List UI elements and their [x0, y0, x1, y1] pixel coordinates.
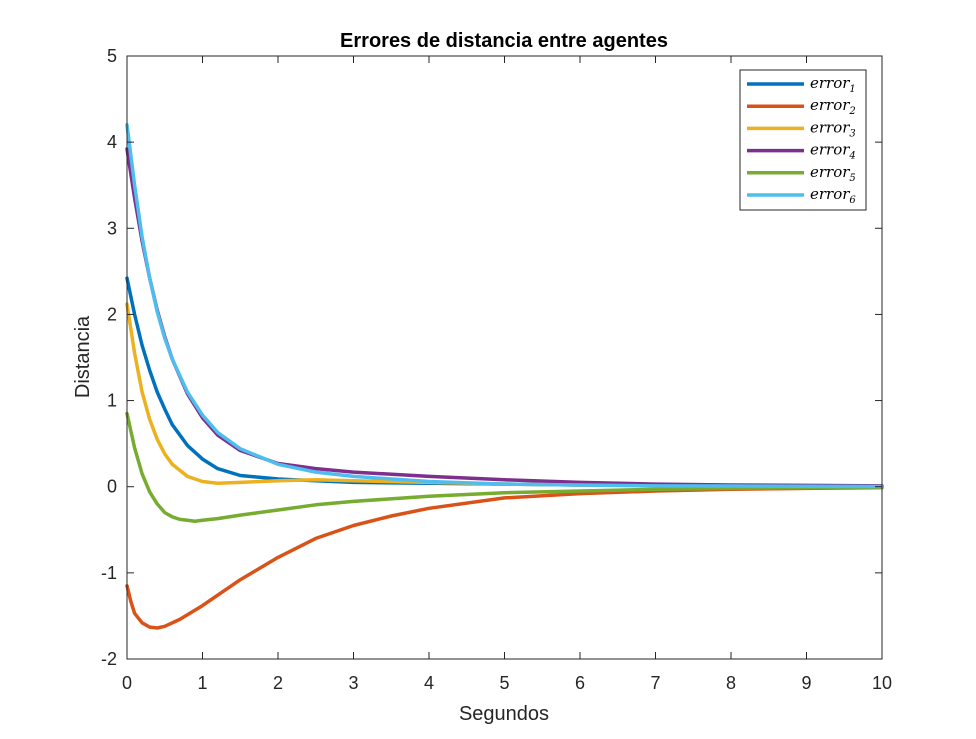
series-line-6	[125, 123, 884, 489]
legend-label-subscript: 4	[848, 151, 855, 162]
legend-label-subscript: 5	[849, 173, 855, 184]
series-lines	[125, 123, 884, 630]
legend-label-1: error1	[810, 74, 856, 95]
legend-label-4: error4	[810, 141, 856, 162]
x-tick-label: 8	[726, 673, 736, 693]
chart-title: Errores de distancia entre agentes	[340, 30, 668, 52]
legend-label-text: error	[810, 185, 850, 203]
y-tick-label: -2	[101, 649, 117, 669]
x-tick-label: 7	[650, 673, 660, 693]
legend-label-text: error	[810, 163, 850, 181]
legend-label-2: error2	[810, 96, 856, 117]
legend-label-5: error5	[810, 163, 856, 184]
axes: 0 1 2 3 4 5 6 7 8 9 10 -2 -1 0 1 2 3 4 5	[101, 46, 892, 693]
x-tick-label: 10	[872, 673, 892, 693]
legend-box	[739, 69, 867, 211]
y-tick-label: 3	[107, 218, 117, 238]
legend-label-text: error	[810, 74, 850, 92]
y-tick-label: 2	[107, 304, 117, 324]
y-tick-label: 1	[107, 391, 117, 411]
y-tick-label: 0	[107, 477, 117, 497]
x-axis-label: Segundos	[459, 703, 549, 725]
series-line-2	[125, 485, 884, 630]
x-tick-label: 3	[348, 673, 358, 693]
legend-label-6: error6	[810, 185, 856, 206]
x-tick-label: 0	[122, 673, 132, 693]
legend-label-subscript: 2	[848, 106, 855, 117]
legend-label-text: error	[810, 141, 850, 159]
x-tick-label: 6	[575, 673, 585, 693]
legend-label-subscript: 6	[849, 195, 856, 206]
x-tick-label: 4	[424, 673, 434, 693]
x-tick-label: 2	[273, 673, 283, 693]
y-tick-label: -1	[101, 563, 117, 583]
legend-label-subscript: 1	[849, 84, 855, 95]
y-axis-label: Distancia	[72, 315, 94, 398]
x-tick-label: 5	[499, 673, 509, 693]
legend-label-text: error	[810, 118, 850, 136]
x-tick-label: 9	[801, 673, 811, 693]
legend-label-subscript: 3	[849, 128, 855, 139]
legend-label-text: error	[810, 96, 850, 114]
y-tick-label: 5	[107, 46, 117, 66]
legend-label-3: error3	[810, 118, 856, 139]
y-tick-label: 4	[107, 132, 117, 152]
series-line-5	[125, 411, 884, 523]
x-tick-label: 1	[197, 673, 207, 693]
